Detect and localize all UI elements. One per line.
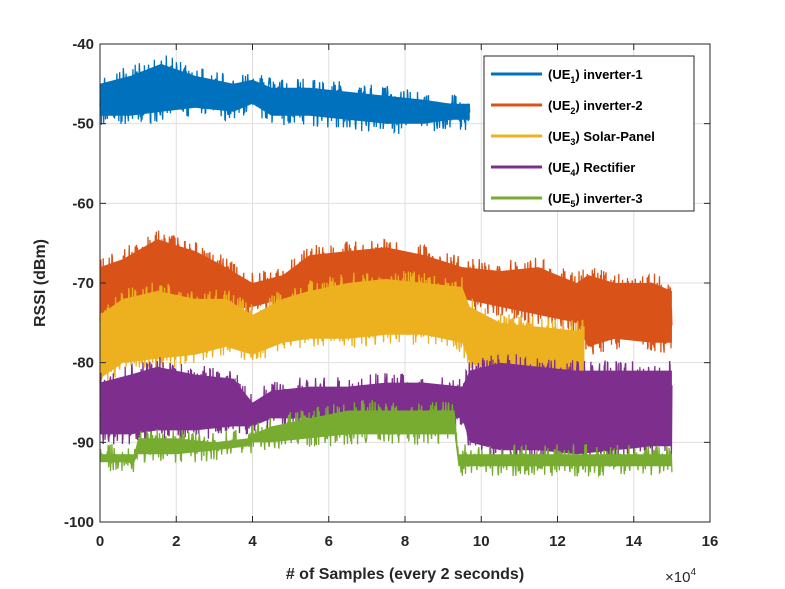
x-tick-label: 2: [172, 533, 180, 550]
x-exponent: ×104: [665, 567, 696, 586]
series-1: [99, 55, 471, 135]
y-tick-label: -60: [72, 195, 94, 212]
y-tick-label: -100: [64, 514, 94, 531]
legend-item: (UE3) Solar-Panel: [491, 129, 655, 147]
series-line: [99, 230, 673, 355]
y-tick-label: -90: [72, 434, 94, 451]
series-line: [99, 354, 673, 464]
series-5: [99, 400, 673, 478]
legend-label: (UE2) inverter-2: [548, 98, 643, 116]
ticks: [99, 43, 711, 523]
y-tick-label: -40: [72, 36, 94, 53]
legend-label: (UE4) Rectifier: [548, 160, 635, 178]
series-line: [99, 400, 673, 478]
y-tick-label: -80: [72, 355, 94, 372]
y-tick-label: -50: [72, 116, 94, 133]
x-axis-label: # of Samples (every 2 seconds): [286, 566, 524, 583]
series-line: [99, 55, 471, 135]
x-tick-label: 4: [248, 533, 257, 550]
legend-label: (UE1) inverter-1: [548, 67, 643, 85]
y-axis-label: RSSI (dBm): [32, 239, 49, 327]
y-tick-label: -70: [72, 275, 94, 292]
legend-box: [483, 55, 695, 212]
series-3: [99, 271, 585, 385]
legend: (UE1) inverter-1 (UE2) inverter-2 (UE3) So…: [483, 55, 695, 212]
legend-item: (UE1) inverter-1: [491, 67, 643, 85]
series-line: [99, 271, 585, 385]
legend-items: (UE1) inverter-1 (UE2) inverter-2 (UE3) So…: [491, 67, 655, 209]
x-tick-label: 8: [401, 533, 409, 550]
legend-label: (UE3) Solar-Panel: [548, 129, 655, 147]
x-tick-label: 10: [473, 533, 490, 550]
legend-label: (UE5) inverter-3: [548, 191, 643, 209]
legend-item: (UE2) inverter-2: [491, 98, 643, 116]
y-tick-labels: -40 -50 -60 -70 -80 -90 -100: [64, 36, 94, 531]
x-tick-label: 14: [625, 533, 642, 550]
x-tick-label: 6: [325, 533, 333, 550]
series-layer: [99, 55, 673, 478]
legend-item: (UE5) inverter-3: [491, 191, 643, 209]
x-tick-label: 16: [702, 533, 719, 550]
series-2: [99, 230, 673, 355]
x-tick-labels: 0 2 4 6 8 10 12 14 16: [96, 533, 719, 550]
x-tick-label: 12: [549, 533, 566, 550]
legend-item: (UE4) Rectifier: [491, 160, 635, 178]
x-tick-label: 0: [96, 533, 104, 550]
